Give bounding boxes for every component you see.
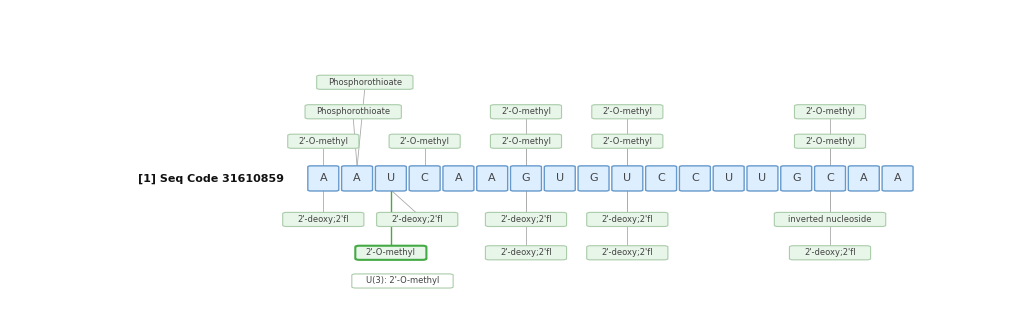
Text: C: C [421, 173, 428, 183]
FancyBboxPatch shape [545, 166, 575, 191]
Text: G: G [792, 173, 801, 183]
FancyBboxPatch shape [579, 166, 609, 191]
Text: 2'-O-methyl: 2'-O-methyl [366, 248, 416, 257]
Text: inverted nucleoside: inverted nucleoside [788, 215, 871, 224]
FancyBboxPatch shape [587, 212, 668, 226]
FancyBboxPatch shape [592, 134, 663, 148]
Text: A: A [894, 173, 901, 183]
FancyBboxPatch shape [485, 212, 566, 226]
FancyBboxPatch shape [774, 212, 886, 226]
FancyBboxPatch shape [389, 134, 460, 148]
Text: U: U [387, 173, 395, 183]
FancyBboxPatch shape [882, 166, 913, 191]
FancyBboxPatch shape [305, 105, 401, 119]
FancyBboxPatch shape [592, 105, 663, 119]
FancyBboxPatch shape [485, 246, 566, 260]
Text: 2'-O-methyl: 2'-O-methyl [399, 137, 450, 146]
Text: C: C [657, 173, 665, 183]
FancyBboxPatch shape [795, 105, 865, 119]
Text: 2'-O-methyl: 2'-O-methyl [805, 137, 855, 146]
FancyBboxPatch shape [679, 166, 711, 191]
Text: 2'-O-methyl: 2'-O-methyl [501, 137, 551, 146]
Text: C: C [691, 173, 698, 183]
FancyBboxPatch shape [490, 105, 561, 119]
Text: G: G [589, 173, 598, 183]
Text: [1] Seq Code 31610859: [1] Seq Code 31610859 [138, 173, 285, 183]
FancyBboxPatch shape [352, 274, 454, 288]
Text: A: A [455, 173, 462, 183]
FancyBboxPatch shape [377, 212, 458, 226]
FancyBboxPatch shape [646, 166, 677, 191]
FancyBboxPatch shape [814, 166, 846, 191]
Text: 2'-deoxy;2'fl: 2'-deoxy;2'fl [391, 215, 443, 224]
FancyBboxPatch shape [376, 166, 407, 191]
Text: Phosphorothioate: Phosphorothioate [328, 78, 401, 87]
FancyBboxPatch shape [477, 166, 508, 191]
Text: A: A [860, 173, 867, 183]
Text: 2'-O-methyl: 2'-O-methyl [602, 107, 652, 116]
FancyBboxPatch shape [848, 166, 880, 191]
Text: 2'-deoxy;2'fl: 2'-deoxy;2'fl [500, 248, 552, 257]
FancyBboxPatch shape [490, 134, 561, 148]
FancyBboxPatch shape [511, 166, 542, 191]
Text: 2'-deoxy;2'fl: 2'-deoxy;2'fl [601, 215, 653, 224]
Text: 2'-O-methyl: 2'-O-methyl [501, 107, 551, 116]
FancyBboxPatch shape [795, 134, 865, 148]
FancyBboxPatch shape [713, 166, 744, 191]
FancyBboxPatch shape [355, 246, 426, 260]
Text: 2'-deoxy;2'fl: 2'-deoxy;2'fl [601, 248, 653, 257]
Text: U: U [624, 173, 632, 183]
FancyBboxPatch shape [410, 166, 440, 191]
FancyBboxPatch shape [612, 166, 643, 191]
Text: 2'-deoxy;2'fl: 2'-deoxy;2'fl [804, 248, 856, 257]
FancyBboxPatch shape [316, 75, 413, 89]
Text: U: U [556, 173, 564, 183]
Text: A: A [488, 173, 496, 183]
Text: G: G [521, 173, 530, 183]
FancyBboxPatch shape [587, 246, 668, 260]
Text: A: A [319, 173, 327, 183]
FancyBboxPatch shape [443, 166, 474, 191]
Text: U: U [759, 173, 767, 183]
FancyBboxPatch shape [790, 246, 870, 260]
FancyBboxPatch shape [308, 166, 339, 191]
FancyBboxPatch shape [283, 212, 364, 226]
FancyBboxPatch shape [342, 166, 373, 191]
FancyBboxPatch shape [288, 134, 358, 148]
Text: 2'-deoxy;2'fl: 2'-deoxy;2'fl [500, 215, 552, 224]
Text: C: C [826, 173, 834, 183]
Text: Phosphorothioate: Phosphorothioate [316, 107, 390, 116]
Text: U: U [725, 173, 733, 183]
Text: U(3): 2'-O-methyl: U(3): 2'-O-methyl [366, 276, 439, 285]
Text: A: A [353, 173, 360, 183]
Text: 2'-O-methyl: 2'-O-methyl [602, 137, 652, 146]
Text: 2'-deoxy;2'fl: 2'-deoxy;2'fl [298, 215, 349, 224]
Text: 2'-O-methyl: 2'-O-methyl [805, 107, 855, 116]
FancyBboxPatch shape [780, 166, 812, 191]
FancyBboxPatch shape [746, 166, 778, 191]
Text: 2'-O-methyl: 2'-O-methyl [298, 137, 348, 146]
